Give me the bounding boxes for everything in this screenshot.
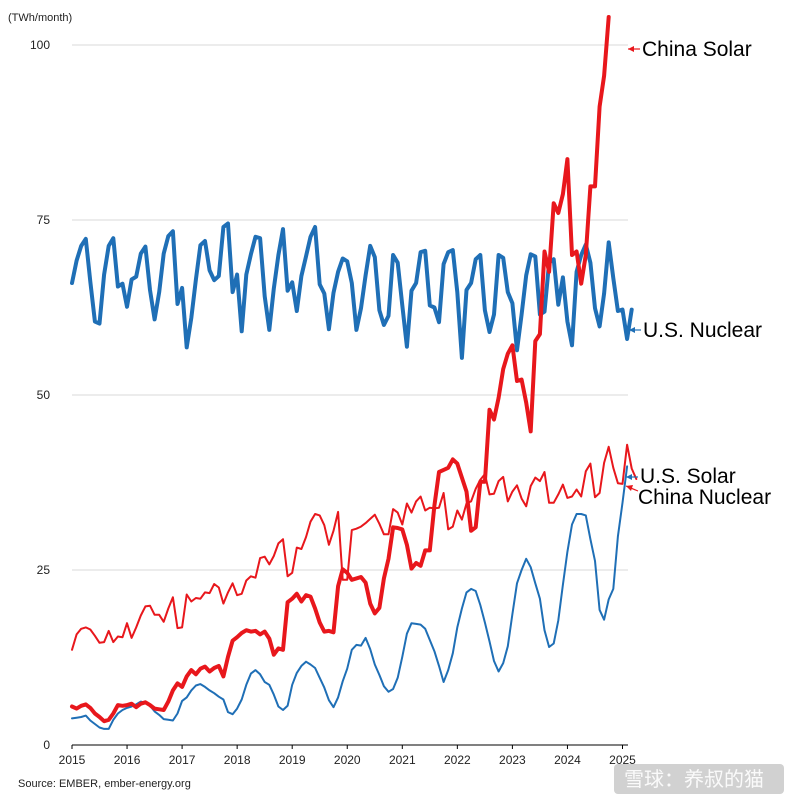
series-line-china-solar — [70, 15, 611, 724]
label-us-nuclear: U.S. Nuclear — [629, 319, 762, 342]
x-axis-ticks: 2015 2016 2017 2018 2019 2020 2021 2022 2023 2024… — [59, 745, 636, 767]
x-tick-label: 2024 — [554, 753, 581, 767]
x-tick-label: 2015 — [59, 753, 86, 767]
y-tick-label: 75 — [37, 213, 51, 227]
x-tick-label: 2016 — [114, 753, 141, 767]
gridlines — [72, 44, 628, 571]
y-axis-ticks: 0 25 50 75 100 — [30, 38, 50, 752]
y-unit-label: (TWh/month) — [8, 12, 72, 24]
x-tick-label: 2017 — [169, 753, 196, 767]
series-label-us-nuclear: U.S. Nuclear — [643, 319, 762, 342]
label-china-nuclear: China Nuclear — [625, 485, 771, 509]
watermark-text: 雪球：养叔的猫 — [624, 767, 764, 791]
y-tick-label: 50 — [37, 388, 51, 402]
source-note: Source: EMBER, ember-energy.org — [18, 778, 191, 790]
series-line-china-nuclear — [71, 443, 638, 651]
label-china-solar: China Solar — [628, 38, 752, 61]
y-tick-label: 100 — [30, 38, 50, 52]
series-lines — [70, 15, 638, 730]
x-tick-label: 2020 — [334, 753, 361, 767]
x-tick-label: 2022 — [444, 753, 471, 767]
x-tick-label: 2021 — [389, 753, 416, 767]
series-label-us-solar: U.S. Solar — [640, 465, 736, 488]
x-tick-label: 2018 — [224, 753, 251, 767]
label-us-solar: U.S. Solar — [626, 465, 736, 488]
series-label-china-nuclear: China Nuclear — [638, 486, 771, 509]
y-tick-label: 0 — [43, 738, 50, 752]
x-tick-label: 2019 — [279, 753, 306, 767]
watermark: 雪球：养叔的猫 — [614, 764, 784, 794]
y-tick-label: 25 — [37, 563, 51, 577]
series-line-u-s-solar — [71, 465, 629, 730]
series-label-china-solar: China Solar — [642, 38, 752, 61]
x-tick-label: 2023 — [499, 753, 526, 767]
series-line-u-s-nuclear — [70, 221, 634, 360]
x-tick-label: 2025 — [609, 753, 636, 767]
